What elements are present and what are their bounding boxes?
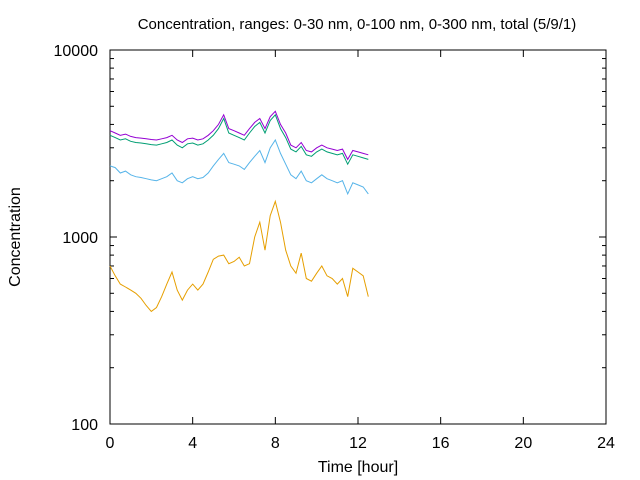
x-tick-label: 4: [188, 435, 197, 452]
series-line-0-100-nm: [109, 138, 369, 196]
tick-labels: 0 4 8 12 16 20 24 100 1000 10000: [54, 43, 616, 452]
x-tick-label: 0: [106, 435, 115, 452]
x-axis-label: Time [hour]: [318, 459, 398, 476]
y-tick-label: 10000: [54, 43, 99, 60]
chart-title: Concentration, ranges: 0-30 nm, 0-100 nm…: [138, 16, 577, 33]
series-line-total: [109, 110, 369, 161]
x-tick-label: 24: [597, 435, 615, 452]
x-tick-label: 12: [349, 435, 367, 452]
y-axis-label: Concentration: [7, 187, 24, 287]
x-tick-label: 8: [271, 435, 280, 452]
tick-marks: [109, 49, 607, 425]
series-line-0-30-nm: [109, 199, 369, 313]
x-tick-label: 20: [514, 435, 532, 452]
y-tick-label: 1000: [62, 230, 98, 247]
y-tick-label: 100: [71, 417, 98, 434]
x-tick-label: 16: [432, 435, 450, 452]
series-lines: [109, 110, 369, 313]
series-line-0-300-nm: [109, 113, 369, 166]
